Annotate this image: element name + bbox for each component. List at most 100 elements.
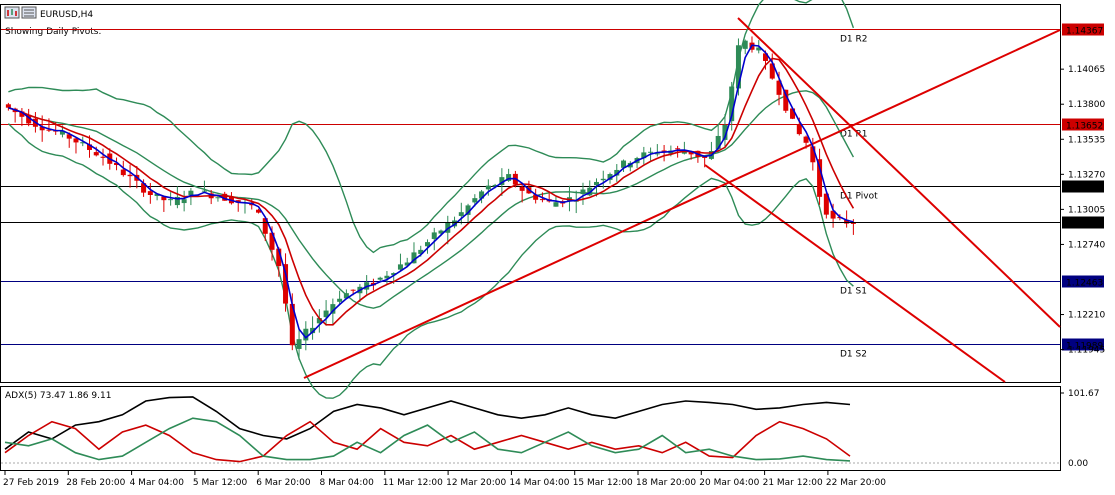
- candle-37: [256, 208, 261, 214]
- candle-body: [756, 47, 762, 51]
- candle-body: [742, 40, 748, 49]
- price-tick-label-2: 1.13535: [1068, 135, 1105, 145]
- candle-body: [438, 230, 444, 234]
- candle-50: [343, 289, 349, 299]
- candle-90: [614, 164, 620, 182]
- candle-body: [776, 80, 782, 95]
- ma-fast-line: [8, 44, 854, 339]
- candle-body: [763, 53, 768, 61]
- trendlines: [303, 17, 1061, 383]
- candle-53: [364, 275, 370, 295]
- candle-23: [161, 195, 167, 212]
- candle-body: [735, 45, 741, 89]
- candle-body: [46, 129, 52, 131]
- pivot-price-box-4: [1062, 338, 1104, 351]
- candle-body: [614, 169, 620, 176]
- candle-38: [262, 217, 268, 241]
- adx-line-0: [4, 396, 851, 450]
- ma-slow-line: [8, 57, 855, 326]
- candle-body: [810, 146, 816, 163]
- candle-104: [708, 141, 714, 160]
- candle-body: [553, 202, 559, 207]
- bollinger-upper: [8, 0, 855, 254]
- candle-84: [573, 190, 579, 214]
- candle-body: [59, 130, 65, 135]
- time-label-8: 14 Mar 04:00: [509, 478, 569, 488]
- candle-body: [722, 124, 728, 140]
- candle-119: [810, 137, 816, 171]
- candle-21: [147, 182, 153, 204]
- pivot-lines: D1 R2 1.14367 D1 R1 1.13652 D1 Pivot 1.13178 D…: [1, 23, 1104, 360]
- candle-74: [506, 168, 512, 182]
- candle-body: [350, 289, 356, 291]
- candle-body: [472, 198, 478, 203]
- trendline-rising: [303, 29, 1061, 379]
- price-tick-label-1: 1.13800: [1068, 100, 1105, 110]
- candle-46: [316, 309, 322, 333]
- candle-body: [715, 135, 721, 149]
- current-price: 1.12911: [1, 216, 1104, 230]
- candle-body: [39, 126, 45, 131]
- current-price-label: 1.12911: [1066, 220, 1103, 230]
- price-tick-label-5: 1.12740: [1068, 240, 1105, 250]
- candle-body: [100, 156, 106, 158]
- candle-118: [803, 135, 809, 149]
- candle-body: [337, 298, 343, 302]
- candle-body: [844, 219, 850, 224]
- candle-body: [850, 222, 856, 224]
- candle-body: [276, 248, 282, 267]
- main-plot-frame: [0, 4, 1061, 383]
- candle-body: [661, 150, 667, 152]
- adx-lines: [4, 396, 851, 463]
- trendline-upper-channel: [737, 17, 1061, 328]
- candle-85: [580, 182, 586, 205]
- time-label-2: 4 Mar 04:00: [130, 478, 185, 488]
- time-label-11: 20 Mar 04:00: [699, 478, 759, 488]
- candle-12: [87, 135, 92, 158]
- candlesticks: [5, 36, 856, 360]
- pivot-price-label-3: 1.12463: [1066, 279, 1103, 289]
- candle-body: [343, 293, 349, 299]
- pivot-price-box-3: [1062, 275, 1104, 288]
- candle-body: [181, 199, 187, 204]
- candle-body: [174, 196, 180, 206]
- candle-body: [141, 183, 147, 193]
- candle-body: [431, 232, 437, 239]
- candle-body: [256, 209, 261, 213]
- candle-body: [817, 159, 823, 197]
- pivot-name-0: D1 R2: [840, 35, 868, 45]
- candle-body: [519, 186, 525, 191]
- candle-body: [492, 184, 498, 187]
- candle-120: [817, 148, 823, 205]
- candle-25: [174, 186, 180, 209]
- candle-body: [289, 303, 295, 346]
- candle-29: [201, 180, 207, 194]
- candle-body: [607, 174, 613, 180]
- pivot-name-4: D1 S2: [840, 350, 867, 360]
- candle-47: [323, 300, 329, 326]
- candle-body: [384, 275, 390, 279]
- candle-10: [73, 137, 79, 154]
- candle-45: [310, 316, 316, 340]
- candle-82: [560, 200, 566, 208]
- candle-body: [587, 187, 593, 196]
- candle-body: [168, 199, 174, 201]
- candle-55: [377, 276, 383, 282]
- window-icon: [4, 6, 20, 19]
- candle-71: [485, 179, 491, 196]
- candle-body: [303, 328, 309, 341]
- candle-9: [66, 132, 72, 148]
- candle-body: [120, 169, 126, 176]
- candle-body: [452, 220, 458, 227]
- time-label-3: 5 Mar 12:00: [193, 478, 248, 488]
- time-label-13: 22 Mar 20:00: [826, 478, 886, 488]
- candle-body: [161, 196, 167, 201]
- candle-67: [458, 202, 464, 225]
- candle-0: [5, 102, 11, 111]
- candle-58: [397, 253, 403, 271]
- candle-91: [621, 159, 627, 173]
- candle-78: [533, 188, 539, 204]
- pivot-name-3: D1 S1: [840, 287, 867, 297]
